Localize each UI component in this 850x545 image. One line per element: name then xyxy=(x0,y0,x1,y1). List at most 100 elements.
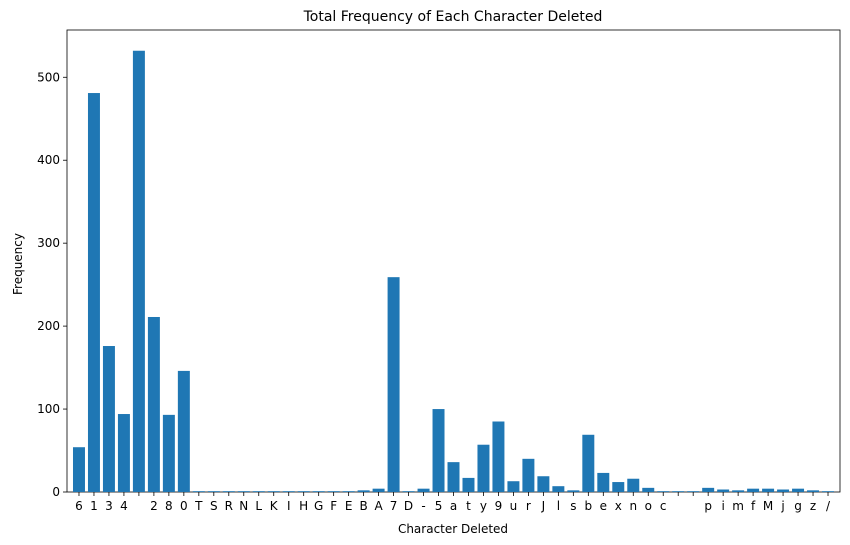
x-tick-label: z xyxy=(810,499,816,513)
bar xyxy=(522,458,535,492)
bar xyxy=(477,444,490,492)
x-tick-label: 3 xyxy=(105,499,113,513)
x-tick-label: / xyxy=(826,499,831,513)
bar xyxy=(612,482,625,492)
bar xyxy=(702,487,715,492)
bar xyxy=(777,489,790,492)
bar xyxy=(492,421,505,492)
x-tick-label: g xyxy=(794,499,802,513)
bar xyxy=(102,346,115,492)
x-tick-label: E xyxy=(345,499,353,513)
bar xyxy=(297,491,310,492)
x-tick-label: 1 xyxy=(90,499,98,513)
bar xyxy=(192,491,205,492)
y-tick-label: 400 xyxy=(37,153,60,167)
chart-title: Total Frequency of Each Character Delete… xyxy=(303,9,603,25)
x-tick-label: N xyxy=(239,499,248,513)
y-axis: 0 100 200 300 400 500 xyxy=(37,70,67,499)
bar xyxy=(597,472,610,492)
bar xyxy=(417,488,430,492)
bar xyxy=(132,50,145,493)
bar xyxy=(342,491,355,492)
bar xyxy=(747,488,760,492)
bar xyxy=(762,488,775,492)
x-tick-label: m xyxy=(732,499,744,513)
bar xyxy=(357,490,370,492)
x-tick-label: r xyxy=(526,499,531,513)
x-tick-label: f xyxy=(751,499,756,513)
bar xyxy=(582,434,595,492)
bar xyxy=(657,491,670,492)
bar xyxy=(672,491,685,492)
bar xyxy=(372,488,385,492)
x-tick-label: b xyxy=(585,499,593,513)
bar xyxy=(822,491,834,492)
bar xyxy=(222,491,235,492)
x-tick-label: x xyxy=(615,499,622,513)
y-tick-label: 300 xyxy=(37,236,60,250)
bar xyxy=(177,370,190,492)
bar xyxy=(237,491,250,492)
x-tick-label: G xyxy=(314,499,323,513)
y-tick-label: 100 xyxy=(37,402,60,416)
x-tick-label: D xyxy=(404,499,413,513)
bar xyxy=(717,489,730,492)
x-tick-label: n xyxy=(629,499,637,513)
y-axis-title: Frequency xyxy=(11,233,25,295)
x-tick-label: i xyxy=(721,499,724,513)
bar xyxy=(117,414,130,492)
bar xyxy=(312,491,325,492)
bar xyxy=(87,93,100,492)
bar xyxy=(72,447,85,492)
y-tick-label: 500 xyxy=(37,70,60,84)
bar xyxy=(252,491,265,492)
x-tick-label: I xyxy=(287,499,291,513)
bar xyxy=(447,462,460,492)
x-tick-label: K xyxy=(270,499,279,513)
bar xyxy=(267,491,280,492)
x-tick-label: 8 xyxy=(165,499,173,513)
x-tick-label: F xyxy=(330,499,337,513)
bar xyxy=(507,481,520,492)
x-tick-label: u xyxy=(510,499,518,513)
y-tick-label: 200 xyxy=(37,319,60,333)
bar xyxy=(147,316,160,492)
bar xyxy=(627,478,640,492)
x-tick-label: 2 xyxy=(150,499,158,513)
x-tick-label: e xyxy=(600,499,607,513)
bars xyxy=(72,50,834,493)
x-tick-label: j xyxy=(780,499,784,513)
bar xyxy=(327,491,340,492)
x-tick-label: J xyxy=(541,499,546,513)
bar xyxy=(462,477,475,492)
x-tick-label: t xyxy=(466,499,471,513)
bar xyxy=(807,490,820,492)
bar xyxy=(792,488,805,492)
bar xyxy=(387,277,400,492)
x-tick-label: B xyxy=(359,499,367,513)
bar xyxy=(732,490,745,492)
x-axis-title: Character Deleted xyxy=(398,522,508,536)
bar xyxy=(402,491,415,492)
bar xyxy=(687,491,700,492)
bar xyxy=(552,486,565,492)
x-tick-label: 5 xyxy=(435,499,443,513)
bar xyxy=(642,487,655,492)
x-tick-label: o xyxy=(645,499,652,513)
x-tick-label: R xyxy=(225,499,233,513)
x-tick-label: L xyxy=(255,499,262,513)
bar xyxy=(567,490,580,492)
x-tick-label: 9 xyxy=(495,499,503,513)
bar xyxy=(207,491,220,492)
bar xyxy=(432,409,445,492)
bar xyxy=(537,476,550,492)
x-tick-label: 7 xyxy=(390,499,398,513)
x-tick-label: p xyxy=(704,499,712,513)
x-tick-label: c xyxy=(660,499,667,513)
x-tick-label: a xyxy=(450,499,457,513)
x-tick-label: M xyxy=(763,499,773,513)
x-tick-label: y xyxy=(480,499,487,513)
x-tick-label: 0 xyxy=(180,499,188,513)
x-tick-label: A xyxy=(374,499,383,513)
